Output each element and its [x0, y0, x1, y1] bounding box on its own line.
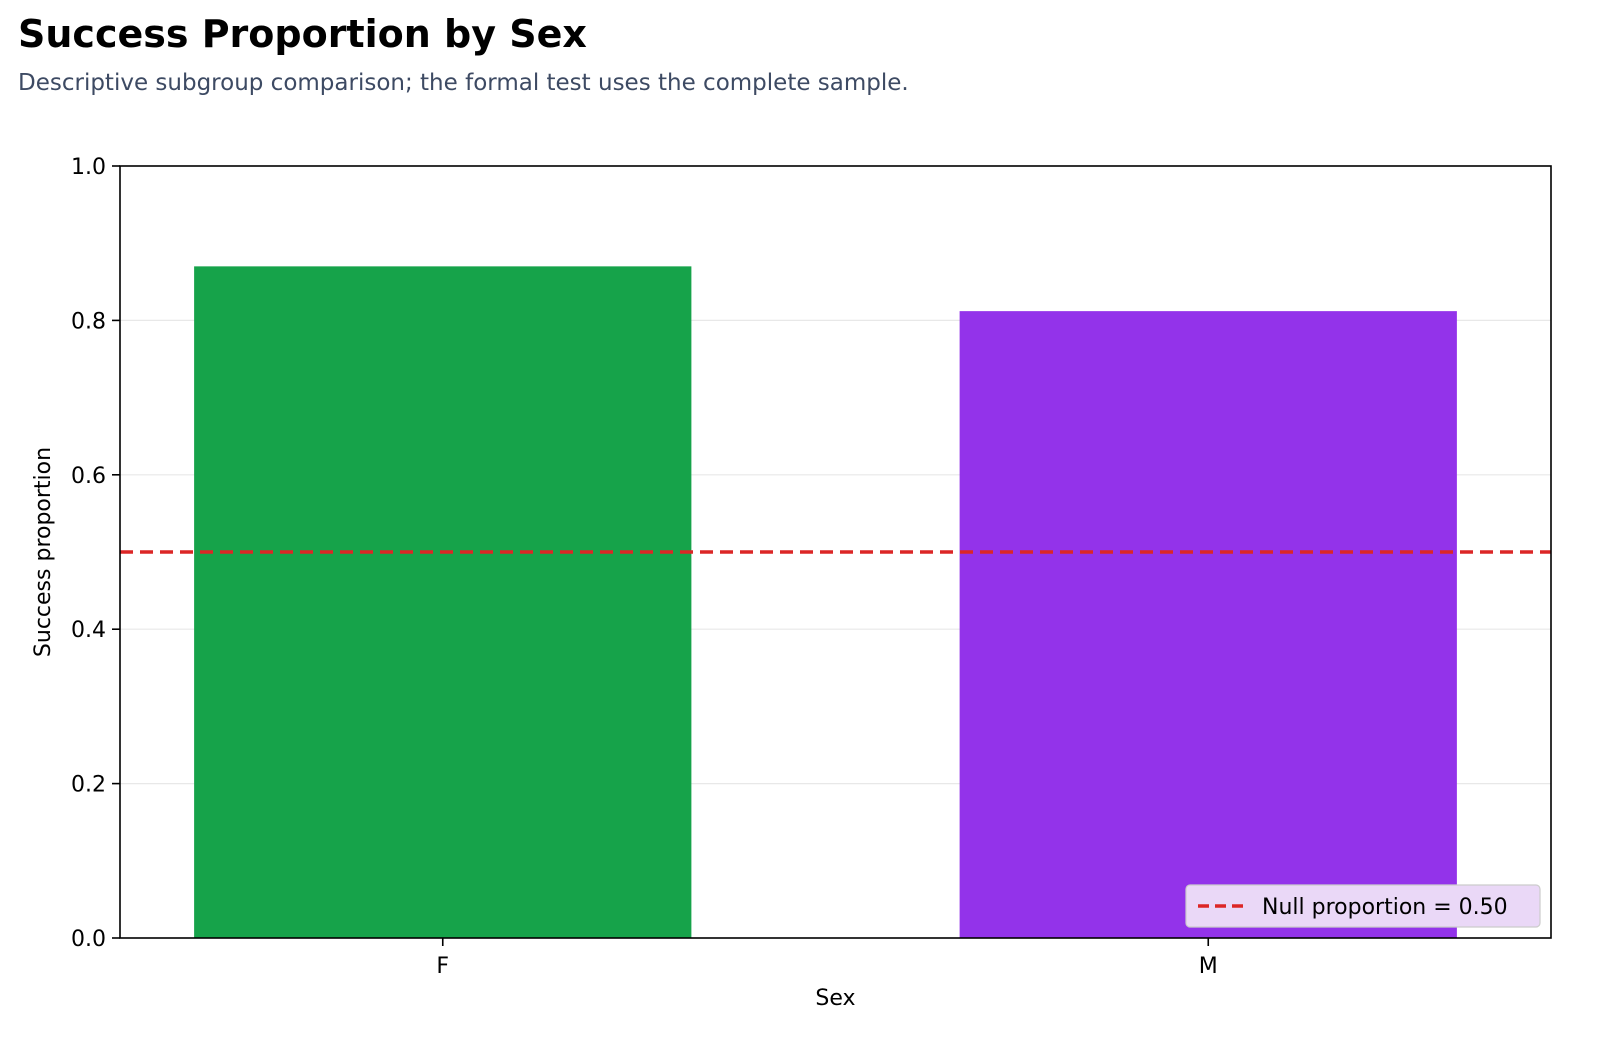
plot-area-frame: [119, 165, 1552, 939]
x-tick-label: F: [436, 954, 449, 979]
y-axis-ticks: 0.0 0.2 0.4 0.6 0.8 1.0: [71, 155, 120, 952]
chart-subtitle: Descriptive subgroup comparison; the for…: [18, 70, 909, 96]
y-tick-label: 0.8: [71, 309, 106, 334]
x-axis-label: Sex: [815, 986, 855, 1011]
y-tick-label: 1.0: [71, 155, 106, 180]
bars: [194, 266, 1457, 938]
y-axis-label: Success proportion: [31, 447, 56, 657]
legend: Null proportion = 0.50: [1185, 884, 1541, 928]
y-tick-label: 0.6: [71, 464, 106, 489]
y-tick-label: 0.4: [71, 618, 106, 643]
x-tick-label: M: [1199, 954, 1218, 979]
y-tick-label: 0.2: [71, 773, 106, 798]
y-tick-label: 0.0: [71, 927, 106, 952]
legend-label-null-proportion: Null proportion = 0.50: [1262, 895, 1508, 920]
chart-title: Success Proportion by Sex: [18, 12, 587, 56]
bar-m: [959, 311, 1457, 938]
legend-box: [1185, 884, 1541, 928]
bar-f: [194, 266, 692, 938]
